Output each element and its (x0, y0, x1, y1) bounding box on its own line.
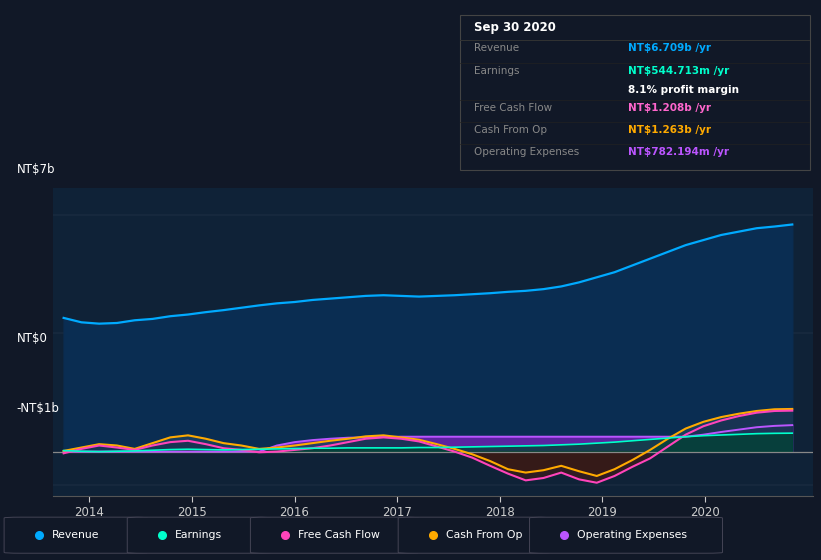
Text: 8.1% profit margin: 8.1% profit margin (628, 85, 739, 95)
Text: Operating Expenses: Operating Expenses (474, 147, 580, 157)
Text: Revenue: Revenue (474, 43, 519, 53)
Text: Sep 30 2020: Sep 30 2020 (474, 21, 556, 34)
Text: NT$0: NT$0 (16, 332, 48, 346)
Text: Cash From Op: Cash From Op (446, 530, 522, 540)
Text: Revenue: Revenue (52, 530, 99, 540)
Text: Free Cash Flow: Free Cash Flow (298, 530, 380, 540)
FancyBboxPatch shape (530, 517, 722, 553)
Text: -NT$1b: -NT$1b (16, 402, 59, 416)
Text: NT$544.713m /yr: NT$544.713m /yr (628, 66, 729, 76)
FancyBboxPatch shape (4, 517, 148, 553)
Text: Earnings: Earnings (175, 530, 222, 540)
FancyBboxPatch shape (398, 517, 550, 553)
Text: Earnings: Earnings (474, 66, 520, 76)
Text: NT$782.194m /yr: NT$782.194m /yr (628, 147, 729, 157)
Text: Operating Expenses: Operating Expenses (577, 530, 687, 540)
Text: NT$6.709b /yr: NT$6.709b /yr (628, 43, 711, 53)
Text: NT$1.263b /yr: NT$1.263b /yr (628, 125, 711, 135)
Text: Cash From Op: Cash From Op (474, 125, 547, 135)
Text: NT$7b: NT$7b (16, 164, 55, 176)
Text: NT$1.208b /yr: NT$1.208b /yr (628, 104, 711, 113)
FancyBboxPatch shape (250, 517, 419, 553)
Text: Free Cash Flow: Free Cash Flow (474, 104, 553, 113)
FancyBboxPatch shape (127, 517, 271, 553)
